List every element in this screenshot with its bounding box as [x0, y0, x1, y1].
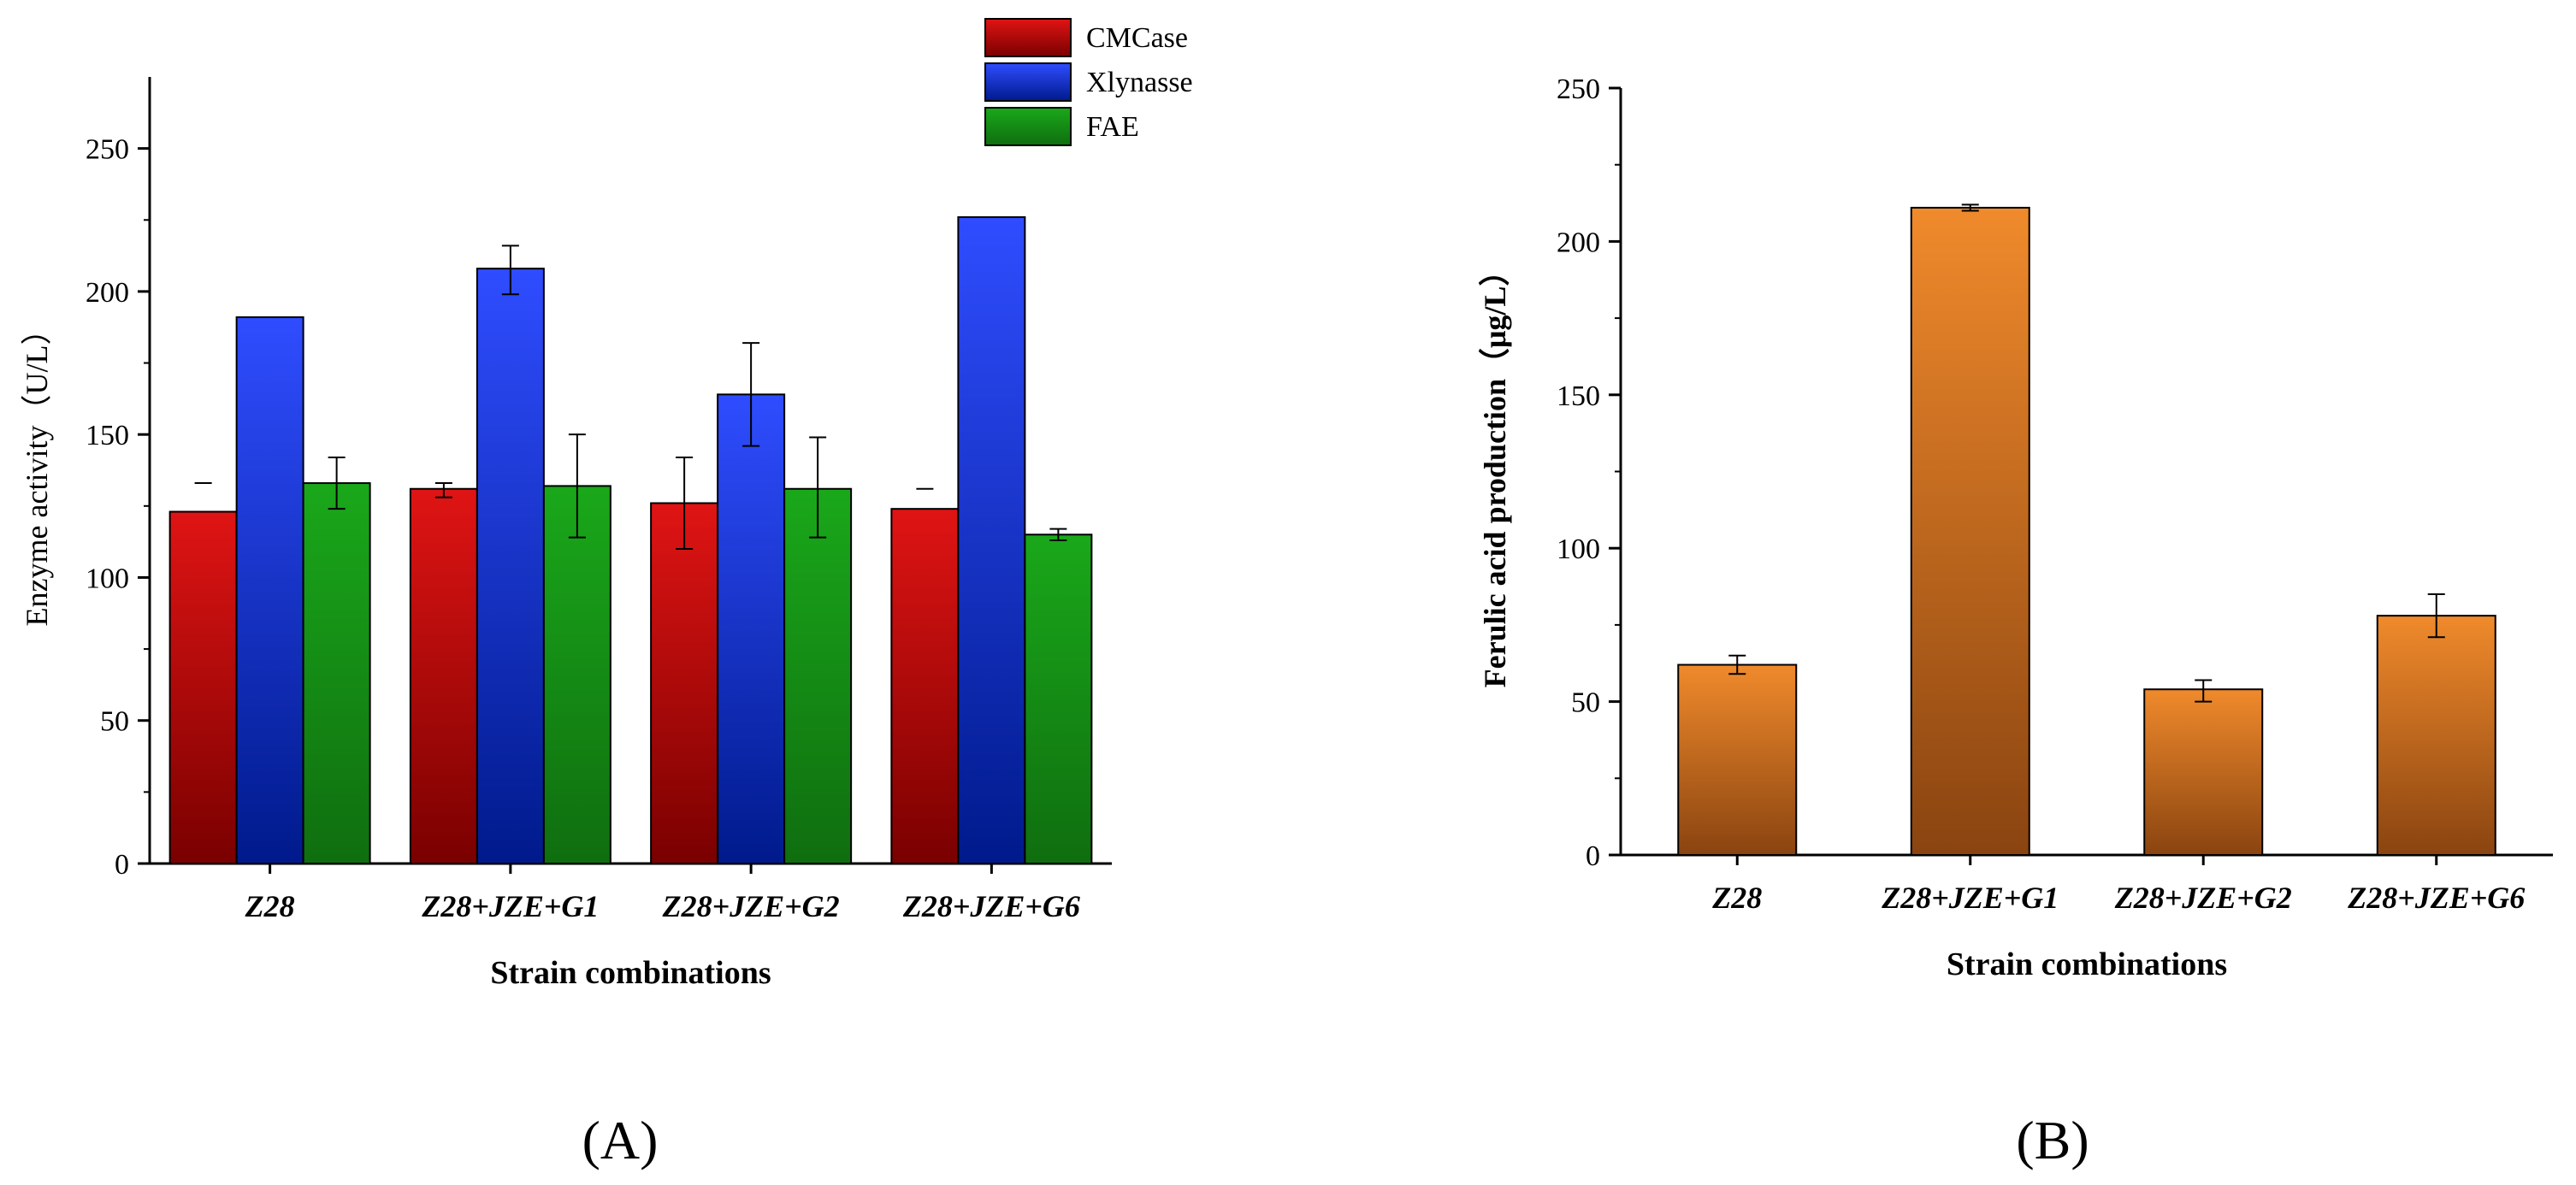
legend-label-xlynasse: Xlynasse: [1086, 67, 1193, 98]
y-tick-label: 150: [1557, 380, 1600, 412]
y-tick-label: 50: [1571, 687, 1600, 719]
bar-cmcase-z28-jze-g2: [650, 502, 719, 864]
bar-fae-z28: [302, 482, 371, 865]
y-tick-label: 150: [86, 420, 129, 451]
bar-xlynasse-z28-jze-g6: [957, 215, 1026, 865]
legend: CMCase Xlynasse FAE: [984, 18, 1193, 146]
bar-ferulic-acid-production-z28-jze-g2: [2143, 688, 2264, 856]
legend-label-fae: FAE: [1086, 111, 1139, 143]
bar-cmcase-z28-jze-g1: [409, 487, 478, 865]
bar-xlynasse-z28-jze-g2: [717, 393, 786, 864]
x-tick-label-z28-jze-g6: Z28+JZE+G6: [2347, 881, 2525, 915]
x-tick-label-z28-jze-g1: Z28+JZE+G1: [1881, 881, 2059, 915]
y-tick-label: 0: [1586, 840, 1600, 872]
bar-fae-z28-jze-g2: [783, 487, 853, 865]
y-tick-label: 200: [1557, 227, 1600, 258]
x-tick-label-z28: Z28: [1711, 881, 1762, 915]
bar-xlynasse-z28: [235, 316, 304, 864]
x-axis-label: Strain combinations: [1947, 946, 2227, 982]
x-axis-label: Strain combinations: [490, 955, 771, 991]
bar-xlynasse-z28-jze-g1: [476, 268, 545, 864]
chart-a-enzyme-activity: 0 50 100 150 200 250 Z28 Z28+JZE+G1 Z28+JZE+G2 Z2…: [20, 18, 1193, 991]
legend-swatch-cmcase: [984, 18, 1072, 57]
y-tick-label: 100: [1557, 534, 1600, 565]
x-tick-label-z28-jze-g2: Z28+JZE+G2: [2114, 881, 2292, 915]
y-axis-label: Enzyme activity（U/L）: [20, 315, 54, 627]
chart-b-ferulic-acid: 0 50 100 150 200 250 Z28 Z28+JZE+G1 Z28+JZE+G2 Z2…: [1478, 74, 2553, 982]
y-axis-label: Ferulic acid production（μg/L）: [1478, 256, 1512, 688]
legend-swatch-xlynasse: [984, 62, 1072, 102]
y-tick-label: 50: [100, 706, 129, 738]
bar-ferulic-acid-production-z28-jze-g1: [1910, 206, 2030, 856]
x-tick-label-z28-jze-g2: Z28+JZE+G2: [662, 889, 840, 923]
y-tick-label: 0: [115, 849, 129, 881]
x-tick-label-z28-jze-g1: Z28+JZE+G1: [421, 889, 599, 923]
y-tick-label: 250: [86, 134, 129, 166]
bar-cmcase-z28-jze-g6: [890, 508, 960, 864]
bar-fae-z28-jze-g6: [1024, 534, 1093, 864]
panel-label-a: (A): [582, 1110, 659, 1170]
bar-fae-z28-jze-g1: [542, 485, 612, 865]
legend-swatch-fae: [984, 107, 1072, 146]
bar-ferulic-acid-production-z28-jze-g6: [2376, 615, 2496, 856]
panel-label-b: (B): [2016, 1110, 2089, 1170]
x-tick-label-z28: Z28: [245, 889, 295, 923]
x-tick-label-z28-jze-g6: Z28+JZE+G6: [902, 889, 1080, 923]
bar-cmcase-z28: [168, 510, 238, 864]
y-tick-label: 200: [86, 277, 129, 309]
legend-label-cmcase: CMCase: [1086, 22, 1188, 54]
y-tick-label: 100: [86, 563, 129, 594]
bar-ferulic-acid-production-z28: [1677, 663, 1798, 856]
y-tick-label: 250: [1557, 74, 1600, 105]
